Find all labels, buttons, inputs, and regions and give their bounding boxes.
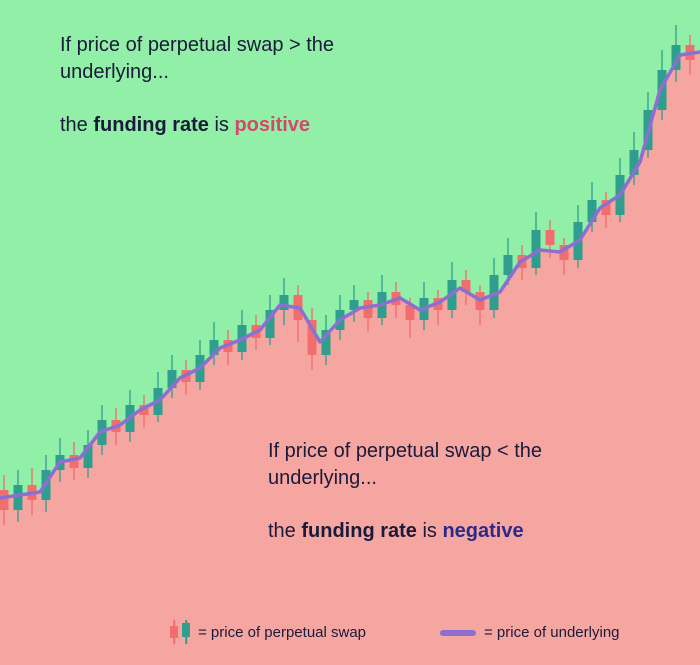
lower-caption-line1: If price of perpetual swap < the underly…: [268, 438, 628, 492]
upper-caption-line1: If price of perpetual swap > the underly…: [60, 32, 420, 86]
candlestick-icon: [170, 620, 190, 644]
line-icon: [440, 630, 476, 636]
upper-caption-line2: the funding rate is positive: [60, 112, 310, 139]
funding-rate-chart: [0, 0, 700, 665]
legend-swap: = price of perpetual swap: [170, 620, 366, 644]
legend-swap-label: = price of perpetual swap: [198, 624, 366, 641]
legend-underlying-label: = price of underlying: [484, 624, 620, 641]
legend-underlying: = price of underlying: [440, 624, 620, 641]
lower-caption-line2: the funding rate is negative: [268, 518, 524, 545]
